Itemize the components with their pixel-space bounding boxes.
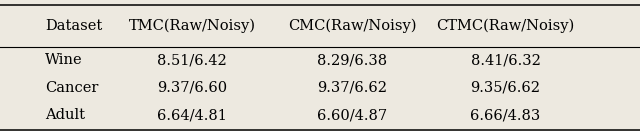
Text: 8.41/6.32: 8.41/6.32 bbox=[470, 53, 541, 67]
Text: Wine: Wine bbox=[45, 53, 83, 67]
Text: 6.64/4.81: 6.64/4.81 bbox=[157, 108, 227, 122]
Text: CMC(Raw/Noisy): CMC(Raw/Noisy) bbox=[288, 19, 416, 33]
Text: Cancer: Cancer bbox=[45, 81, 98, 95]
Text: 6.66/4.83: 6.66/4.83 bbox=[470, 108, 541, 122]
Text: 9.37/6.60: 9.37/6.60 bbox=[157, 81, 227, 95]
Text: 9.37/6.62: 9.37/6.62 bbox=[317, 81, 387, 95]
Text: Adult: Adult bbox=[45, 108, 85, 122]
Text: TMC(Raw/Noisy): TMC(Raw/Noisy) bbox=[129, 19, 255, 33]
Text: CTMC(Raw/Noisy): CTMC(Raw/Noisy) bbox=[436, 19, 575, 33]
Text: Dataset: Dataset bbox=[45, 19, 102, 33]
Text: 8.29/6.38: 8.29/6.38 bbox=[317, 53, 387, 67]
Text: 9.35/6.62: 9.35/6.62 bbox=[470, 81, 541, 95]
Text: 8.51/6.42: 8.51/6.42 bbox=[157, 53, 227, 67]
Text: 6.60/4.87: 6.60/4.87 bbox=[317, 108, 387, 122]
